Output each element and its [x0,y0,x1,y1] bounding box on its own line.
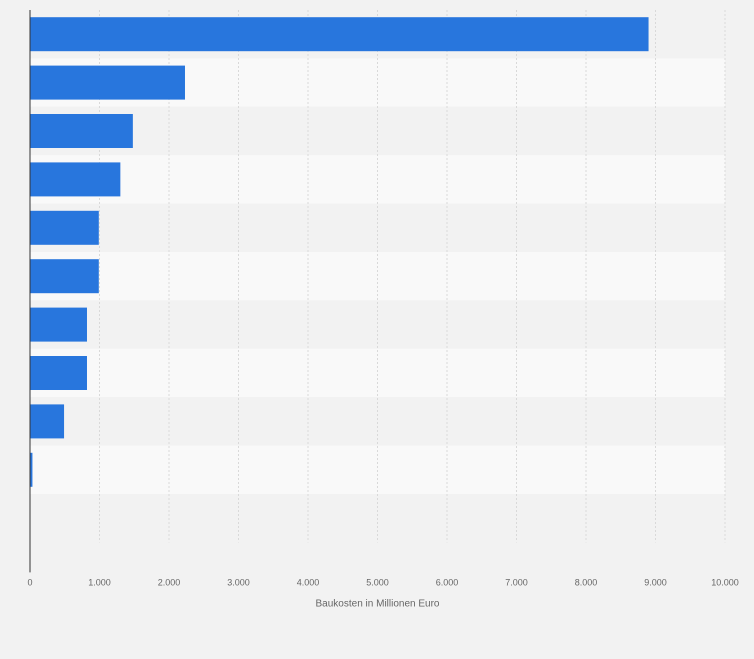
bars [30,17,649,487]
x-axis-title: Baukosten in Millionen Euro [316,598,440,609]
x-tick-label: 8.000 [575,577,598,587]
row-band [30,397,725,446]
bar [30,210,99,245]
bar [30,356,87,390]
x-tick-label: 3.000 [227,577,250,587]
row-band [30,348,725,398]
x-tick-label: 5.000 [366,577,389,587]
x-tick-label: 2.000 [158,577,181,587]
bar [30,307,87,342]
bar [30,404,65,439]
x-tick-label: 4.000 [297,577,320,587]
bar [30,162,121,197]
x-tick-label: 7.000 [505,577,528,587]
bar [30,65,185,100]
bar [30,114,133,148]
row-band [30,445,725,494]
bar [30,452,33,487]
row-band [30,300,725,349]
x-tick-labels: 0 1.000 2.000 3.000 4.000 5.000 6.000 7.000 8.00… [27,577,738,587]
x-tick-label: 0 [27,577,32,587]
x-tick-label: 6.000 [436,577,459,587]
bar [30,17,649,52]
x-tick-label: 10.000 [711,577,739,587]
row-band [30,252,725,301]
x-tick-label: 9.000 [644,577,667,587]
x-tick-label: 1.000 [88,577,111,587]
bar [30,259,99,294]
